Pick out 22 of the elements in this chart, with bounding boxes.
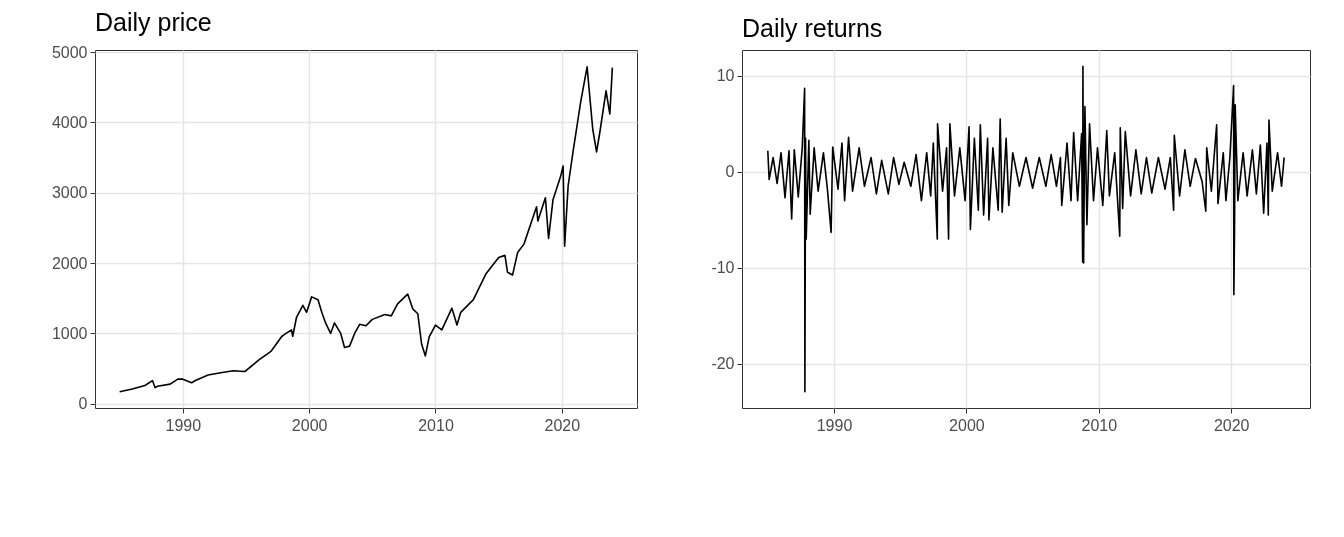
y-tick-label: 1000 — [51, 324, 88, 342]
line-series — [118, 66, 614, 393]
x-tick-label: 2000 — [291, 416, 328, 434]
y-tick-label: 4000 — [51, 113, 88, 131]
y-tick-label: 0 — [78, 395, 88, 413]
line-series — [767, 65, 1285, 393]
y-tick-label: 3000 — [51, 184, 88, 202]
y-tick-label: 0 — [725, 163, 735, 181]
x-tick-label: 2010 — [418, 416, 454, 434]
y-tick-label: 2000 — [51, 254, 88, 272]
chart-title: Daily price — [95, 8, 212, 37]
x-tick-label: 2000 — [949, 416, 985, 434]
y-tick-label: -20 — [711, 355, 735, 373]
y-tick-label: -10 — [711, 259, 735, 277]
x-tick-label: 1990 — [165, 416, 202, 434]
x-tick-label: 2010 — [1081, 416, 1118, 434]
y-tick-label: 5000 — [51, 43, 88, 61]
y-tick-label: 10 — [716, 67, 735, 85]
x-tick-label: 2020 — [544, 416, 581, 434]
chart-title: Daily returns — [742, 14, 883, 42]
x-tick-label: 2020 — [1213, 416, 1250, 434]
x-tick-label: 1990 — [816, 416, 853, 434]
